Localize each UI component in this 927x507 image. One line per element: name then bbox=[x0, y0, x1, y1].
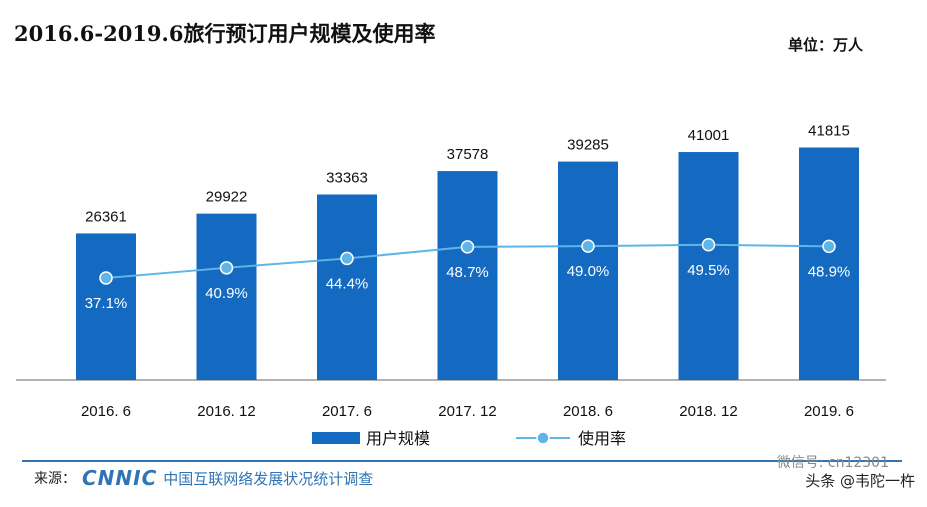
x-tick-label: 2018. 12 bbox=[679, 403, 737, 420]
x-tick-label: 2017. 6 bbox=[322, 403, 372, 420]
usage-rate-point bbox=[460, 240, 475, 254]
chart-title: 2016.6-2019.6旅行预订用户规模及使用率 bbox=[14, 21, 436, 46]
bar-user-scale bbox=[558, 161, 618, 380]
bar-line-chart: 26361 2016. 6 29922 2016. 12 33363 2017. 6 375… bbox=[16, 123, 886, 448]
usage-rate-label: 49.0% bbox=[567, 263, 610, 280]
usage-rate-label: 49.5% bbox=[687, 262, 730, 279]
x-tick-label: 2016. 6 bbox=[81, 403, 131, 420]
usage-rate-point bbox=[822, 239, 836, 254]
wechat-watermark: 微信号: cn12301 bbox=[776, 455, 889, 471]
bar-value-label: 26361 bbox=[85, 208, 127, 225]
source-note: 来源： CNNIC 中国互联网络发展状况统计调查 bbox=[34, 466, 373, 490]
bar-value-label: 29922 bbox=[206, 189, 248, 206]
source-org: 中国互联网络发展状况统计调查 bbox=[163, 469, 374, 488]
bar-user-scale bbox=[76, 233, 136, 380]
usage-rate-point bbox=[340, 251, 354, 266]
cnnic-logo: CNNIC bbox=[82, 466, 158, 490]
legend-point-swatch bbox=[536, 431, 550, 445]
usage-rate-point bbox=[99, 271, 113, 285]
bar-value-label: 41001 bbox=[688, 127, 730, 144]
bar-user-scale bbox=[799, 147, 859, 380]
x-tick-label: 2017. 12 bbox=[438, 403, 496, 420]
bar-user-scale bbox=[437, 171, 498, 380]
usage-rate-label: 48.7% bbox=[446, 264, 489, 281]
source-divider bbox=[22, 460, 902, 462]
bar-user-scale bbox=[317, 194, 377, 380]
usage-rate-label: 44.4% bbox=[326, 275, 369, 292]
bar-value-label: 41815 bbox=[808, 123, 850, 140]
usage-rate-point bbox=[581, 239, 595, 253]
legend-label-usage-rate: 使用率 bbox=[578, 429, 626, 448]
x-tick-label: 2018. 6 bbox=[563, 403, 613, 420]
usage-rate-label: 48.9% bbox=[808, 263, 851, 280]
usage-rate-point bbox=[219, 261, 234, 275]
bar-value-label: 39285 bbox=[567, 137, 609, 154]
x-tick-label: 2016. 12 bbox=[197, 403, 255, 420]
legend-bar-swatch bbox=[312, 432, 360, 444]
x-tick-label: 2019. 6 bbox=[804, 403, 854, 420]
credit-watermark: 头条 @韦陀一杵 bbox=[805, 472, 915, 490]
source-prefix: 来源： bbox=[34, 471, 76, 487]
unit-label: 单位：万人 bbox=[787, 36, 863, 54]
bar-user-scale bbox=[678, 152, 739, 380]
usage-rate-label: 40.9% bbox=[205, 285, 248, 302]
usage-rate-point bbox=[701, 238, 716, 252]
legend-label-user-scale: 用户规模 bbox=[366, 429, 430, 448]
usage-rate-label: 37.1% bbox=[85, 295, 128, 312]
bar-user-scale bbox=[196, 213, 257, 380]
bar-value-label: 37578 bbox=[447, 146, 489, 163]
bar-value-label: 33363 bbox=[326, 170, 368, 187]
